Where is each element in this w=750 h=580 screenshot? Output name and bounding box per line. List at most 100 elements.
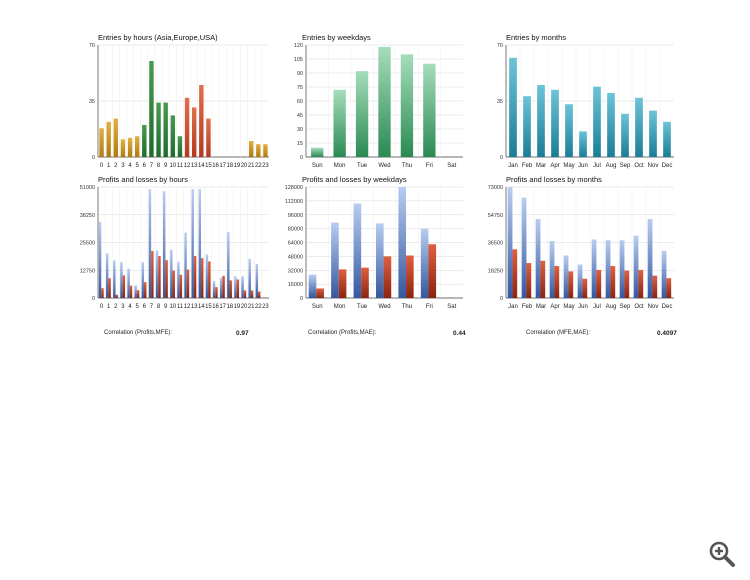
profit-bar-8 (155, 250, 159, 298)
x-tick-label: Jun (578, 163, 588, 169)
x-tick-label: Apr (550, 304, 559, 310)
bar-21 (248, 141, 254, 157)
x-tick-label: 13 (191, 304, 198, 310)
y-tick-label: 73000 (488, 185, 503, 191)
x-tick-label: Sep (620, 163, 631, 169)
loss-bar-12 (186, 269, 190, 298)
profit-bar-Wed (375, 223, 384, 298)
loss-bar-Jun (582, 278, 588, 298)
loss-bar-13 (193, 255, 197, 298)
y-tick-label: 51000 (80, 185, 95, 191)
x-tick-label: 22 (255, 163, 262, 169)
x-tick-label: Sat (447, 163, 456, 169)
profit-bar-Feb (521, 197, 527, 298)
loss-bar-Feb (526, 263, 532, 298)
x-tick-label: 17 (219, 304, 226, 310)
correlation-value-profits-mfe: 0.97 (236, 330, 249, 337)
x-tick-label: 7 (150, 163, 154, 169)
x-tick-label: 22 (255, 304, 262, 310)
loss-bar-Thu (406, 255, 414, 298)
profit-bar-Aug (605, 240, 611, 298)
chart-title: Entries by weekdays (302, 33, 371, 42)
profit-bar-May (563, 255, 569, 298)
profit-bar-21 (248, 258, 251, 298)
x-tick-label: Sun (312, 304, 323, 310)
x-tick-label: 8 (157, 163, 161, 169)
x-tick-label: 4 (128, 304, 132, 310)
profit-bar-15 (205, 254, 209, 298)
loss-bar-0 (101, 288, 104, 298)
profit-bar-Dec (661, 250, 667, 298)
x-tick-label: Feb (522, 304, 533, 310)
chart-entries-by-weekdays-svg: Entries by weekdays 0 15 30 45 60 75 90 105 120 Su… (294, 33, 463, 169)
profit-bar-0 (98, 221, 102, 298)
profit-bar-Nov (647, 218, 653, 298)
y-tick-label: 30 (297, 127, 303, 133)
x-tick-label: Oct (634, 163, 644, 169)
chart-pl-by-hours: Profits and losses by hours 0 12750 25500 38… (78, 170, 273, 315)
bar-Dec (663, 121, 671, 157)
x-tick-label: Nov (648, 304, 659, 310)
y-tick-label: 12750 (80, 268, 95, 274)
bar-May (565, 104, 573, 157)
x-tick-label: 0 (100, 163, 104, 169)
x-tick-label: 9 (164, 163, 168, 169)
y-tick-label: 48000 (288, 254, 303, 260)
x-tick-label: 13 (191, 163, 198, 169)
bar-4 (127, 137, 133, 157)
y-tick-label: 0 (300, 155, 303, 161)
loss-bar-14 (201, 258, 204, 298)
bar-Jun (579, 131, 587, 157)
bar-Sun (311, 147, 324, 157)
x-tick-label: May (563, 163, 574, 169)
y-tick-label: 105 (294, 57, 303, 63)
loss-bar-Sun (316, 288, 324, 298)
y-tick-label: 112000 (285, 199, 303, 205)
loss-bar-6 (144, 282, 147, 298)
loss-bar-Mon (338, 269, 347, 298)
x-tick-label: Jul (593, 163, 601, 169)
loss-bar-10 (172, 270, 175, 298)
loss-bar-18 (229, 280, 232, 298)
x-tick-label: 10 (169, 163, 176, 169)
loss-bar-Dec (666, 278, 672, 298)
profit-bar-9 (162, 191, 166, 298)
x-tick-label: 2 (114, 304, 118, 310)
x-tick-label: Tue (357, 304, 368, 310)
bar-12 (184, 97, 190, 157)
zoom-button[interactable] (708, 540, 736, 568)
bar-Mon (333, 89, 346, 157)
profit-bar-6 (141, 262, 145, 298)
chart-title: Entries by months (506, 33, 566, 42)
loss-bar-22 (258, 291, 261, 298)
profit-bar-12 (184, 232, 187, 298)
correlation-label-profits-mfe: Correlation (Profits,MFE): (104, 330, 173, 336)
loss-bar-Tue (361, 267, 369, 298)
bar-Tue (355, 71, 369, 157)
loss-bar-5 (136, 290, 140, 298)
profit-bar-20 (241, 276, 244, 298)
loss-bar-3 (122, 275, 126, 298)
x-tick-label: 14 (198, 304, 205, 310)
x-tick-label: 11 (177, 163, 184, 169)
loss-bar-May (568, 271, 574, 298)
x-tick-label: Mar (536, 163, 546, 169)
bar-Jan (509, 57, 517, 157)
x-tick-label: Thu (402, 163, 412, 169)
x-tick-label: Dec (662, 163, 673, 169)
x-tick-label: Feb (522, 163, 533, 169)
chart-pl-by-months-svg: Profits and losses by months 0 18250 36500 5… (488, 175, 674, 310)
x-tick-label: Jul (593, 304, 601, 310)
bar-Thu (400, 54, 414, 157)
x-tick-label: 19 (234, 163, 241, 169)
loss-bar-Oct (638, 269, 644, 298)
profit-bar-Fri (420, 228, 429, 298)
x-tick-label: 21 (248, 163, 255, 169)
x-tick-label: Mar (536, 304, 546, 310)
x-tick-label: 16 (212, 304, 219, 310)
profit-bar-14 (198, 189, 202, 298)
x-tick-label: 9 (164, 304, 168, 310)
loss-bar-Aug (610, 266, 616, 298)
chart-title: Entries by hours (Asia,Europe,USA) (98, 33, 218, 42)
chart-title: Profits and losses by months (506, 175, 602, 184)
